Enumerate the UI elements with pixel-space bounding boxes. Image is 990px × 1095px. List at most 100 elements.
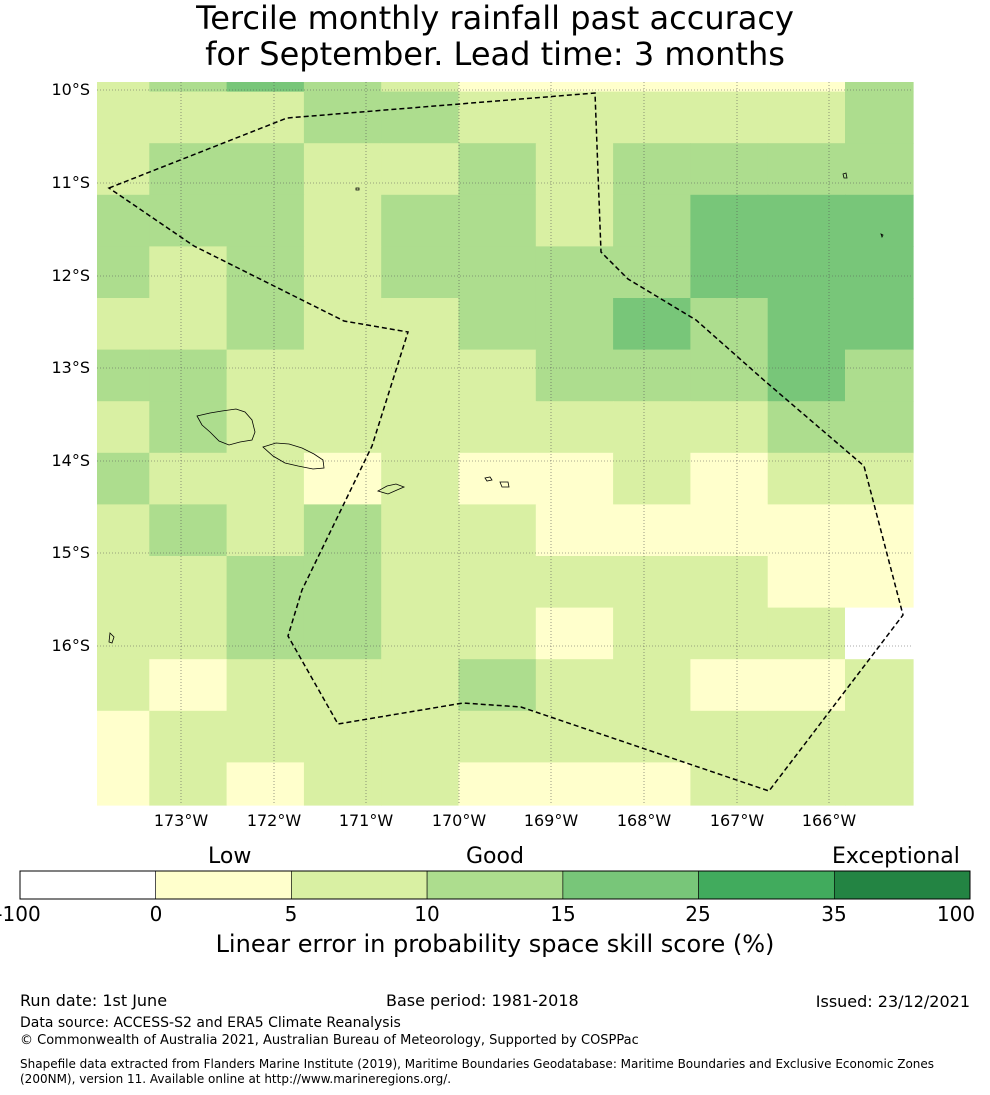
- skill-cell: [613, 556, 691, 609]
- skill-cell: [845, 91, 914, 144]
- skill-cell: [845, 401, 914, 454]
- colorbar-segment: [833, 870, 971, 900]
- skill-cell: [97, 556, 150, 609]
- skill-cell: [767, 349, 846, 402]
- skill-cell: [226, 659, 305, 712]
- skill-cell: [690, 556, 769, 609]
- cb-tick-15: 15: [550, 902, 576, 926]
- skill-cell: [613, 298, 691, 351]
- skill-cell: [613, 710, 691, 763]
- skill-cell: [226, 298, 305, 351]
- skill-cell: [767, 762, 846, 806]
- skill-cell: [458, 401, 537, 454]
- skill-cell: [303, 401, 382, 454]
- skill-cell: [303, 82, 382, 93]
- lon-label-172w: 172°W: [246, 811, 302, 830]
- skill-cell: [303, 710, 382, 763]
- skill-cell: [845, 659, 914, 712]
- skill-cell: [149, 194, 228, 247]
- skill-cell: [149, 556, 228, 609]
- skill-cell: [458, 504, 537, 557]
- skill-cell: [535, 298, 614, 351]
- skill-cell: [458, 246, 537, 299]
- colorbar: [19, 870, 971, 900]
- skill-cell: [97, 143, 150, 196]
- colorbar-segment: [291, 870, 428, 900]
- skill-cell: [690, 82, 769, 93]
- skill-cell: [613, 349, 691, 402]
- skill-cell: [149, 82, 228, 93]
- skill-cell: [690, 143, 769, 196]
- colorbar-segment: [562, 870, 699, 900]
- skill-cell: [97, 762, 150, 806]
- skill-cell: [767, 659, 846, 712]
- shapefile-credit-1: Shapefile data extracted from Flanders M…: [20, 1057, 935, 1071]
- colorbar-segment: [426, 870, 564, 900]
- skill-cell: [97, 194, 150, 247]
- skill-cell: [149, 143, 228, 196]
- run-date: Run date: 1st June: [20, 991, 168, 1010]
- lon-label-170w: 170°W: [431, 811, 487, 830]
- skill-cell: [458, 298, 537, 351]
- skill-cell: [613, 82, 691, 93]
- skill-cell: [381, 401, 460, 454]
- skill-cell: [226, 91, 305, 144]
- skill-cell: [381, 710, 460, 763]
- skill-cell: [767, 556, 846, 609]
- skill-cell: [535, 452, 614, 505]
- skill-cell: [690, 246, 769, 299]
- skill-cell: [381, 504, 460, 557]
- cb-tick-10: 10: [414, 902, 440, 926]
- islet-east-2: [880, 233, 884, 239]
- skill-cell: [149, 607, 228, 660]
- skill-cell: [690, 607, 769, 660]
- islands: [108, 172, 884, 644]
- skill-cell: [303, 607, 382, 660]
- skill-cell: [97, 710, 150, 763]
- skill-cell: [767, 710, 846, 763]
- data-source: Data source: ACCESS-S2 and ERA5 Climate …: [20, 1015, 401, 1031]
- skill-cell: [845, 298, 914, 351]
- savaii-island: [196, 408, 256, 446]
- tutuila-island: [376, 483, 406, 495]
- skill-cell: [690, 298, 769, 351]
- swains-island: [355, 187, 360, 191]
- lat-label-14s: 14°S: [51, 451, 90, 470]
- cb-tick-100: 100: [936, 902, 976, 926]
- skill-cell: [535, 762, 614, 806]
- skill-cell: [226, 762, 305, 806]
- manua-island-1: [484, 476, 493, 482]
- map-title-line-2: for September. Lead time: 3 months: [205, 35, 785, 73]
- lon-label-169w: 169°W: [523, 811, 579, 830]
- skill-cell: [613, 607, 691, 660]
- skill-cell: [535, 556, 614, 609]
- skill-cell: [303, 556, 382, 609]
- skill-cell: [845, 194, 914, 247]
- skill-cell: [845, 143, 914, 196]
- category-good: Good: [466, 844, 524, 869]
- cb-tick-0: 0: [149, 902, 163, 926]
- lon-label-168w: 168°W: [616, 811, 672, 830]
- category-exceptional: Exceptional: [832, 844, 960, 869]
- shapefile-credit-2: (200NM), version 11. Available online at…: [20, 1072, 452, 1086]
- skill-cell: [458, 82, 537, 93]
- eez-boundary: [107, 92, 904, 792]
- lon-label-166w: 166°W: [801, 811, 857, 830]
- skill-cell: [149, 91, 228, 144]
- skill-cell: [458, 143, 537, 196]
- skill-cell: [97, 91, 150, 144]
- skill-cell: [226, 607, 305, 660]
- skill-cell: [767, 401, 846, 454]
- skill-cell: [97, 82, 150, 93]
- skill-cell: [845, 452, 914, 505]
- skill-cell: [458, 710, 537, 763]
- skill-cell: [149, 452, 228, 505]
- skill-cell: [767, 91, 846, 144]
- skill-cell: [381, 194, 460, 247]
- cb-tick-neg100: -100: [0, 902, 41, 926]
- skill-cell: [226, 556, 305, 609]
- skill-cell: [535, 82, 614, 93]
- skill-cell: [381, 246, 460, 299]
- skill-cell: [226, 246, 305, 299]
